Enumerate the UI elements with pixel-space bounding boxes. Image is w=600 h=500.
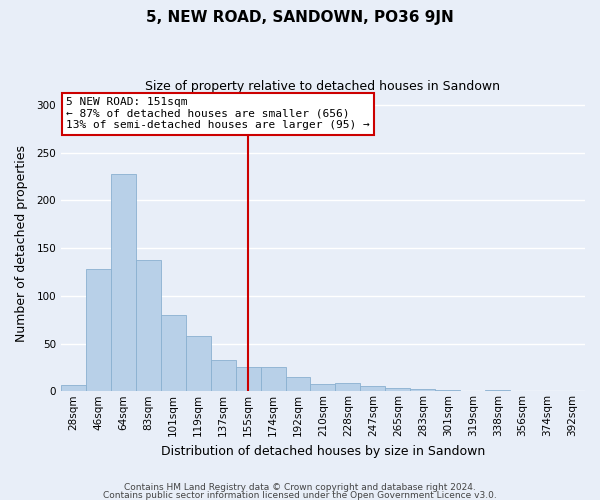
Y-axis label: Number of detached properties: Number of detached properties (15, 145, 28, 342)
Bar (111, 174, 136, 392)
Title: Size of property relative to detached houses in Sandown: Size of property relative to detached ho… (145, 80, 500, 93)
Bar (61, 384, 86, 392)
Bar (86, 269, 111, 392)
X-axis label: Distribution of detached houses by size in Sandown: Distribution of detached houses by size … (161, 444, 485, 458)
Text: 5 NEW ROAD: 151sqm
← 87% of detached houses are smaller (656)
13% of semi-detach: 5 NEW ROAD: 151sqm ← 87% of detached hou… (66, 97, 370, 130)
Bar (310, 384, 335, 392)
Bar (260, 368, 286, 392)
Bar (410, 390, 435, 392)
Bar (286, 377, 310, 392)
Bar (161, 315, 186, 392)
Text: Contains public sector information licensed under the Open Government Licence v3: Contains public sector information licen… (103, 490, 497, 500)
Bar (385, 388, 410, 392)
Bar (361, 386, 385, 392)
Bar (335, 382, 361, 392)
Text: Contains HM Land Registry data © Crown copyright and database right 2024.: Contains HM Land Registry data © Crown c… (124, 484, 476, 492)
Bar (186, 336, 211, 392)
Bar (236, 368, 260, 392)
Text: 5, NEW ROAD, SANDOWN, PO36 9JN: 5, NEW ROAD, SANDOWN, PO36 9JN (146, 10, 454, 25)
Bar (136, 260, 161, 392)
Bar (211, 360, 236, 392)
Bar (485, 390, 510, 392)
Bar (435, 390, 460, 392)
